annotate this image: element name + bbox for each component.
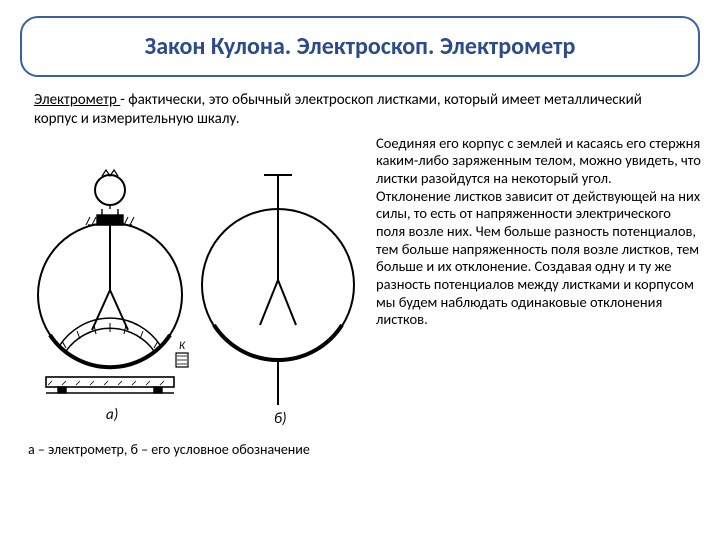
definition-body: - фактически, это обычный электроскоп ли… (34, 91, 642, 128)
svg-text:б): б) (274, 410, 287, 428)
diagram-column: К а) б) а – электрометр, б – его (18, 135, 368, 458)
svg-text:а): а) (106, 406, 118, 424)
definition-term: Электрометр (34, 91, 120, 109)
title-box: Закон Кулона. Электроскоп. Электрометр (20, 16, 700, 77)
body-text: Соединяя его корпус с землей и касаясь е… (376, 135, 702, 458)
electrometer-diagram: К а) б) (18, 135, 368, 435)
page-title: Закон Кулона. Электроскоп. Электрометр (42, 32, 678, 61)
svg-text:К: К (179, 339, 186, 352)
diagram-caption: а – электрометр, б – его условное обозна… (28, 441, 358, 458)
definition-text: Электрометр - фактически, это обычный эл… (34, 91, 686, 129)
content-row: К а) б) а – электрометр, б – его (18, 135, 702, 458)
